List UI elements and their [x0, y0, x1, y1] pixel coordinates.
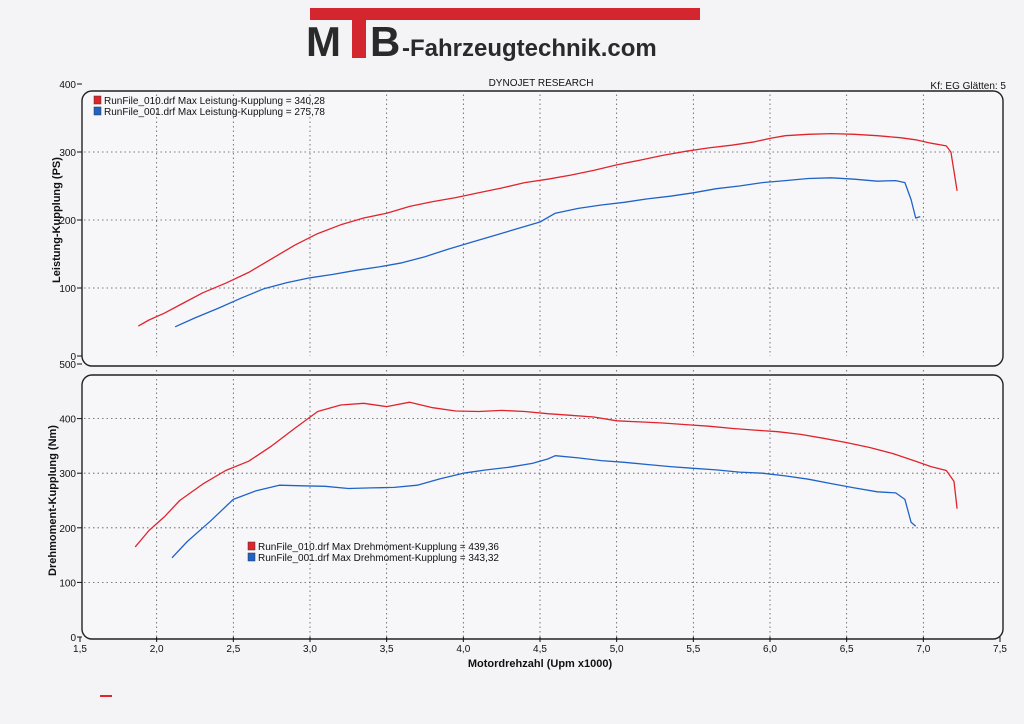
power-series-line-run-010: [137, 132, 958, 327]
power-y-axis-label: Leistung-Kupplung (PS): [51, 157, 63, 283]
x-tick-label: 6,0: [763, 644, 777, 655]
x-tick-label: 2,5: [226, 644, 240, 655]
logo-letter-t: [352, 20, 366, 58]
power-chart: 0 100 200 300 400 Leistung-Kupplung (PS) RunFi…: [51, 80, 1000, 363]
y-tick-label: 200: [59, 524, 76, 535]
y-tick-label: 100: [59, 284, 76, 295]
y-tick-label: 0: [70, 352, 76, 363]
y-tick-label: 500: [59, 360, 76, 371]
y-tick-label: 400: [59, 415, 76, 426]
y-tick-label: 0: [70, 633, 76, 644]
legend-entry: RunFile_010.drf Max Leistung-Kupplung = …: [104, 96, 325, 107]
y-tick-label: 400: [59, 80, 76, 91]
y-tick-label: 300: [59, 148, 76, 159]
legend-entry: RunFile_010.drf Max Drehmoment-Kupplung …: [258, 542, 499, 553]
y-tick-label: 100: [59, 578, 76, 589]
x-tick-label: 4,0: [456, 644, 470, 655]
legend-swatch: [247, 552, 256, 562]
report-title: DYNOJET RESEARCH: [489, 78, 594, 89]
x-tick-label: 7,5: [993, 644, 1007, 655]
x-tick-label: 3,0: [303, 644, 317, 655]
power-series-line-run-001: [174, 177, 921, 328]
report-settings: Kf: EG Glätten: 5: [930, 81, 1006, 92]
torque-series-line-run-001: [171, 455, 917, 559]
x-tick-label: 2,0: [150, 644, 164, 655]
brand-header: M B -Fahrzeugtechnik.com: [306, 8, 700, 65]
legend-swatch: [93, 95, 102, 105]
brand-name: -Fahrzeugtechnik.com: [402, 35, 657, 62]
x-tick-label: 1,5: [73, 644, 87, 655]
legend-swatch: [247, 541, 256, 551]
logo-bar: [310, 8, 700, 20]
torque-y-axis-label: Drehmoment-Kupplung (Nm): [47, 425, 59, 576]
x-tick-label: 6,5: [840, 644, 854, 655]
y-tick-label: 300: [59, 469, 76, 480]
logo-letter-b: B: [370, 18, 400, 65]
stray-mark: [100, 695, 112, 697]
x-tick-label: 3,5: [380, 644, 394, 655]
torque-series-line-run-010: [134, 401, 958, 548]
power-panel-frame: [81, 90, 1004, 367]
torque-chart: 0 100 200 300 400 500 Drehmoment-Kupplung (Nm)…: [47, 360, 1007, 670]
x-tick-label: 5,5: [686, 644, 700, 655]
x-tick-label: 4,5: [533, 644, 547, 655]
legend-swatch: [93, 106, 102, 116]
x-tick-label: 5,0: [610, 644, 624, 655]
x-tick-label: 7,0: [916, 644, 930, 655]
legend-entry: RunFile_001.drf Max Leistung-Kupplung = …: [104, 107, 325, 118]
torque-panel-frame: [81, 374, 1004, 640]
legend-entry: RunFile_001.drf Max Drehmoment-Kupplung …: [258, 553, 499, 564]
x-axis-label: Motordrehzahl (Upm x1000): [468, 658, 613, 670]
y-tick-label: 200: [59, 216, 76, 227]
logo-letter-m: M: [306, 18, 341, 65]
